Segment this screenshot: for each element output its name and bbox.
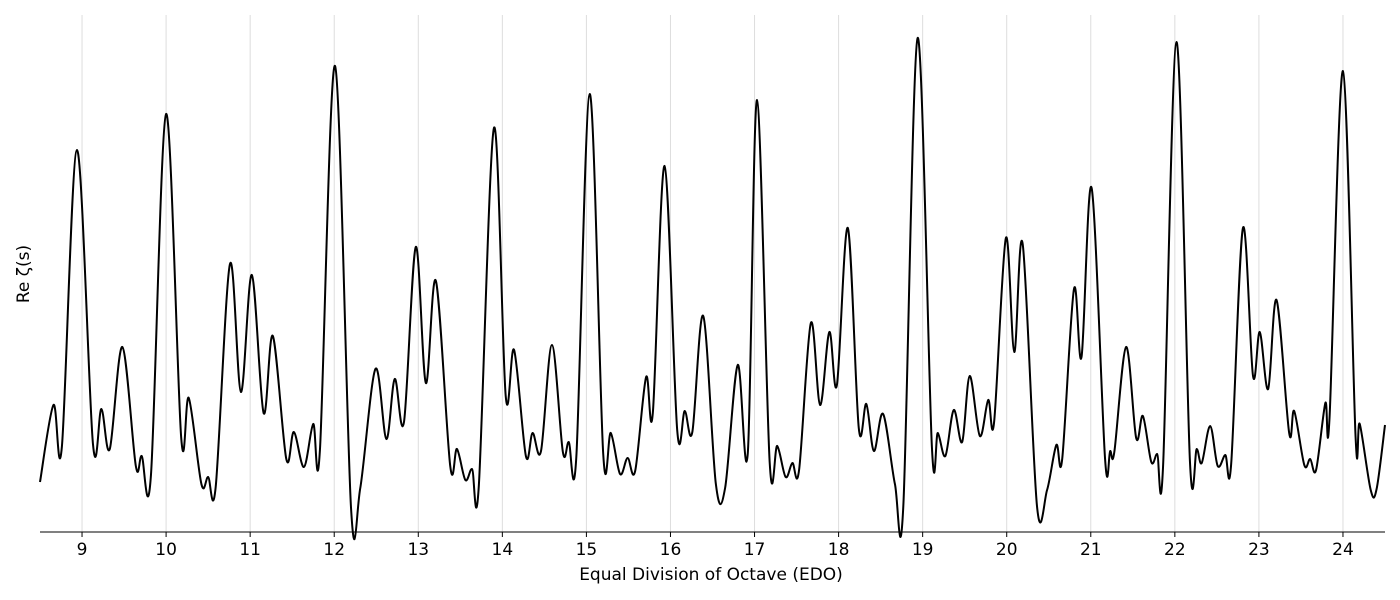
x-tick-label: 11 xyxy=(239,540,261,560)
x-tick-label: 16 xyxy=(660,540,682,560)
x-tick-label: 17 xyxy=(744,540,766,560)
x-tick-label: 19 xyxy=(912,540,934,560)
x-axis-label: Equal Division of Octave (EDO) xyxy=(579,565,843,585)
x-tick-label: 15 xyxy=(576,540,598,560)
x-tick-label: 23 xyxy=(1248,540,1270,560)
x-tick-label: 22 xyxy=(1164,540,1186,560)
x-tick-label: 13 xyxy=(407,540,429,560)
y-axis-label: Re ζ(s) xyxy=(14,245,34,303)
x-tick-label: 12 xyxy=(323,540,345,560)
data-line xyxy=(39,36,1386,541)
x-tick-label: 20 xyxy=(996,540,1018,560)
x-tick-label: 18 xyxy=(828,540,850,560)
x-tick-label: 21 xyxy=(1080,540,1102,560)
x-tick-label: 14 xyxy=(492,540,514,560)
x-tick-label: 9 xyxy=(77,540,88,560)
x-tick-label: 10 xyxy=(155,540,177,560)
x-tick-label: 24 xyxy=(1332,540,1354,560)
